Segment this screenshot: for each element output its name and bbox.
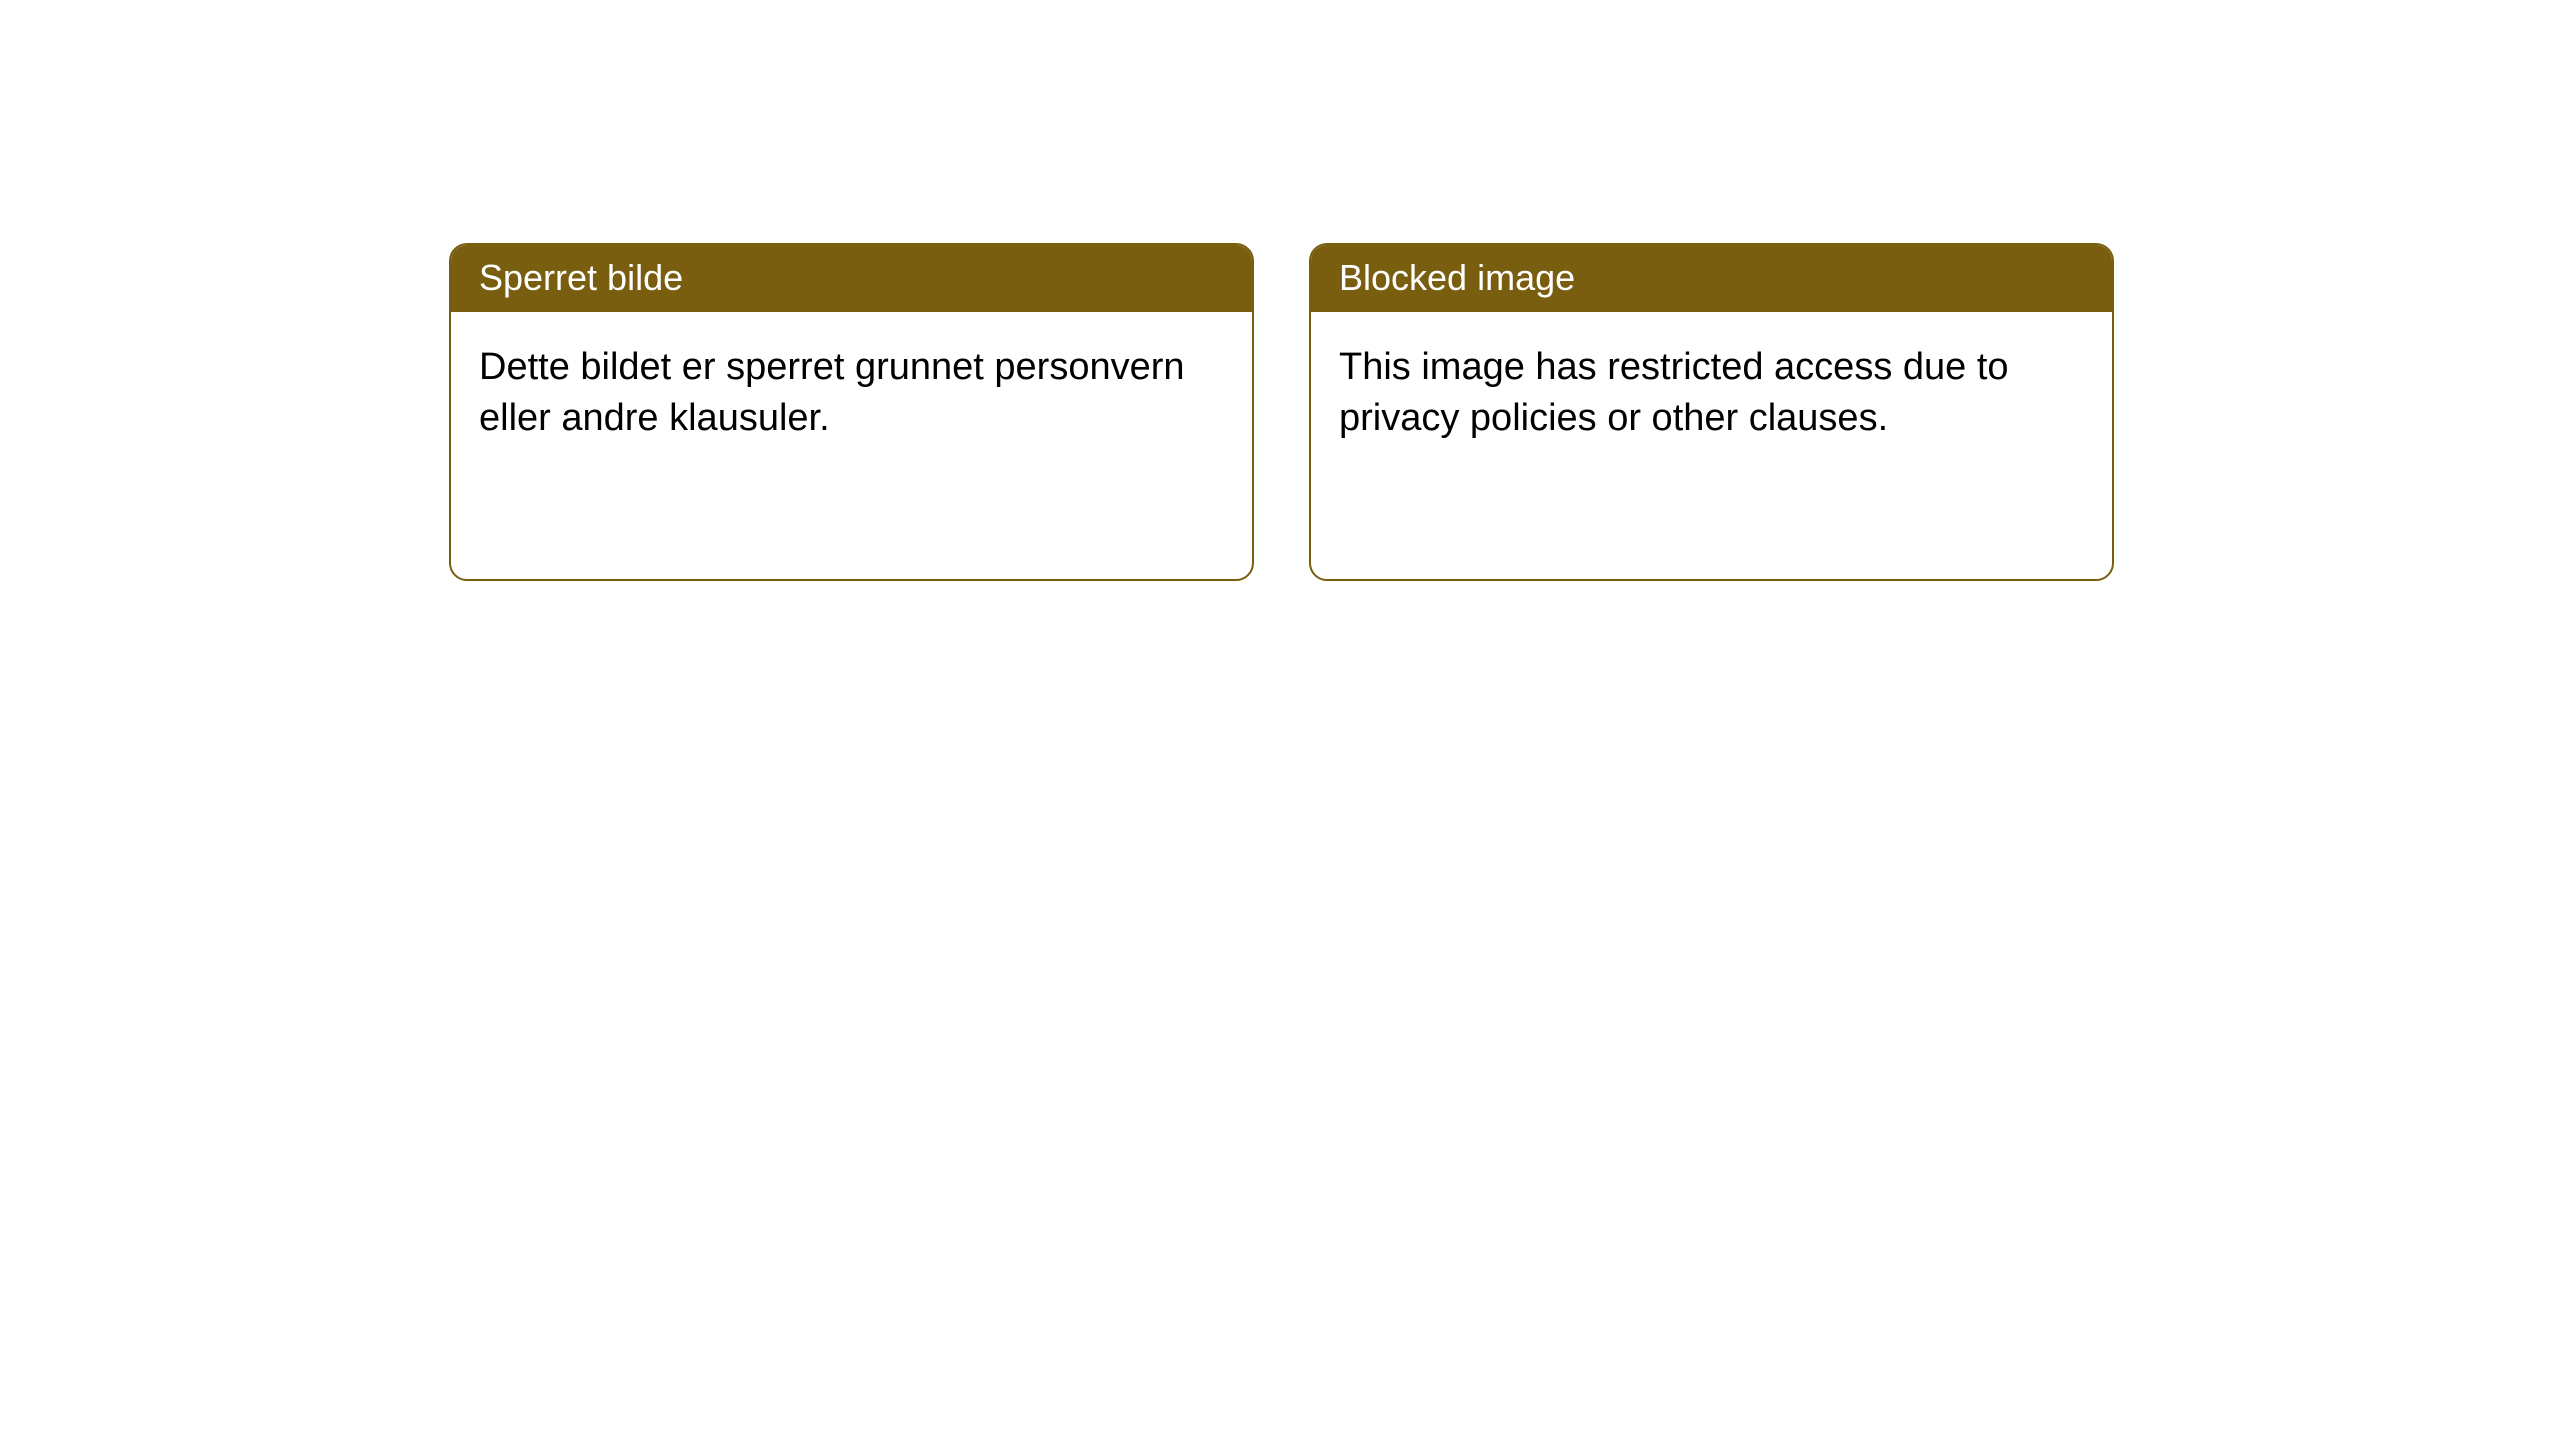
notice-panel-english: Blocked image This image has restricted … <box>1309 243 2114 581</box>
notice-panel-norwegian: Sperret bilde Dette bildet er sperret gr… <box>449 243 1254 581</box>
notice-panel-title: Blocked image <box>1311 245 2112 312</box>
notice-panel-body: Dette bildet er sperret grunnet personve… <box>451 312 1252 475</box>
notice-panel-title: Sperret bilde <box>451 245 1252 312</box>
notice-panel-body: This image has restricted access due to … <box>1311 312 2112 475</box>
notice-panels-container: Sperret bilde Dette bildet er sperret gr… <box>449 243 2114 581</box>
